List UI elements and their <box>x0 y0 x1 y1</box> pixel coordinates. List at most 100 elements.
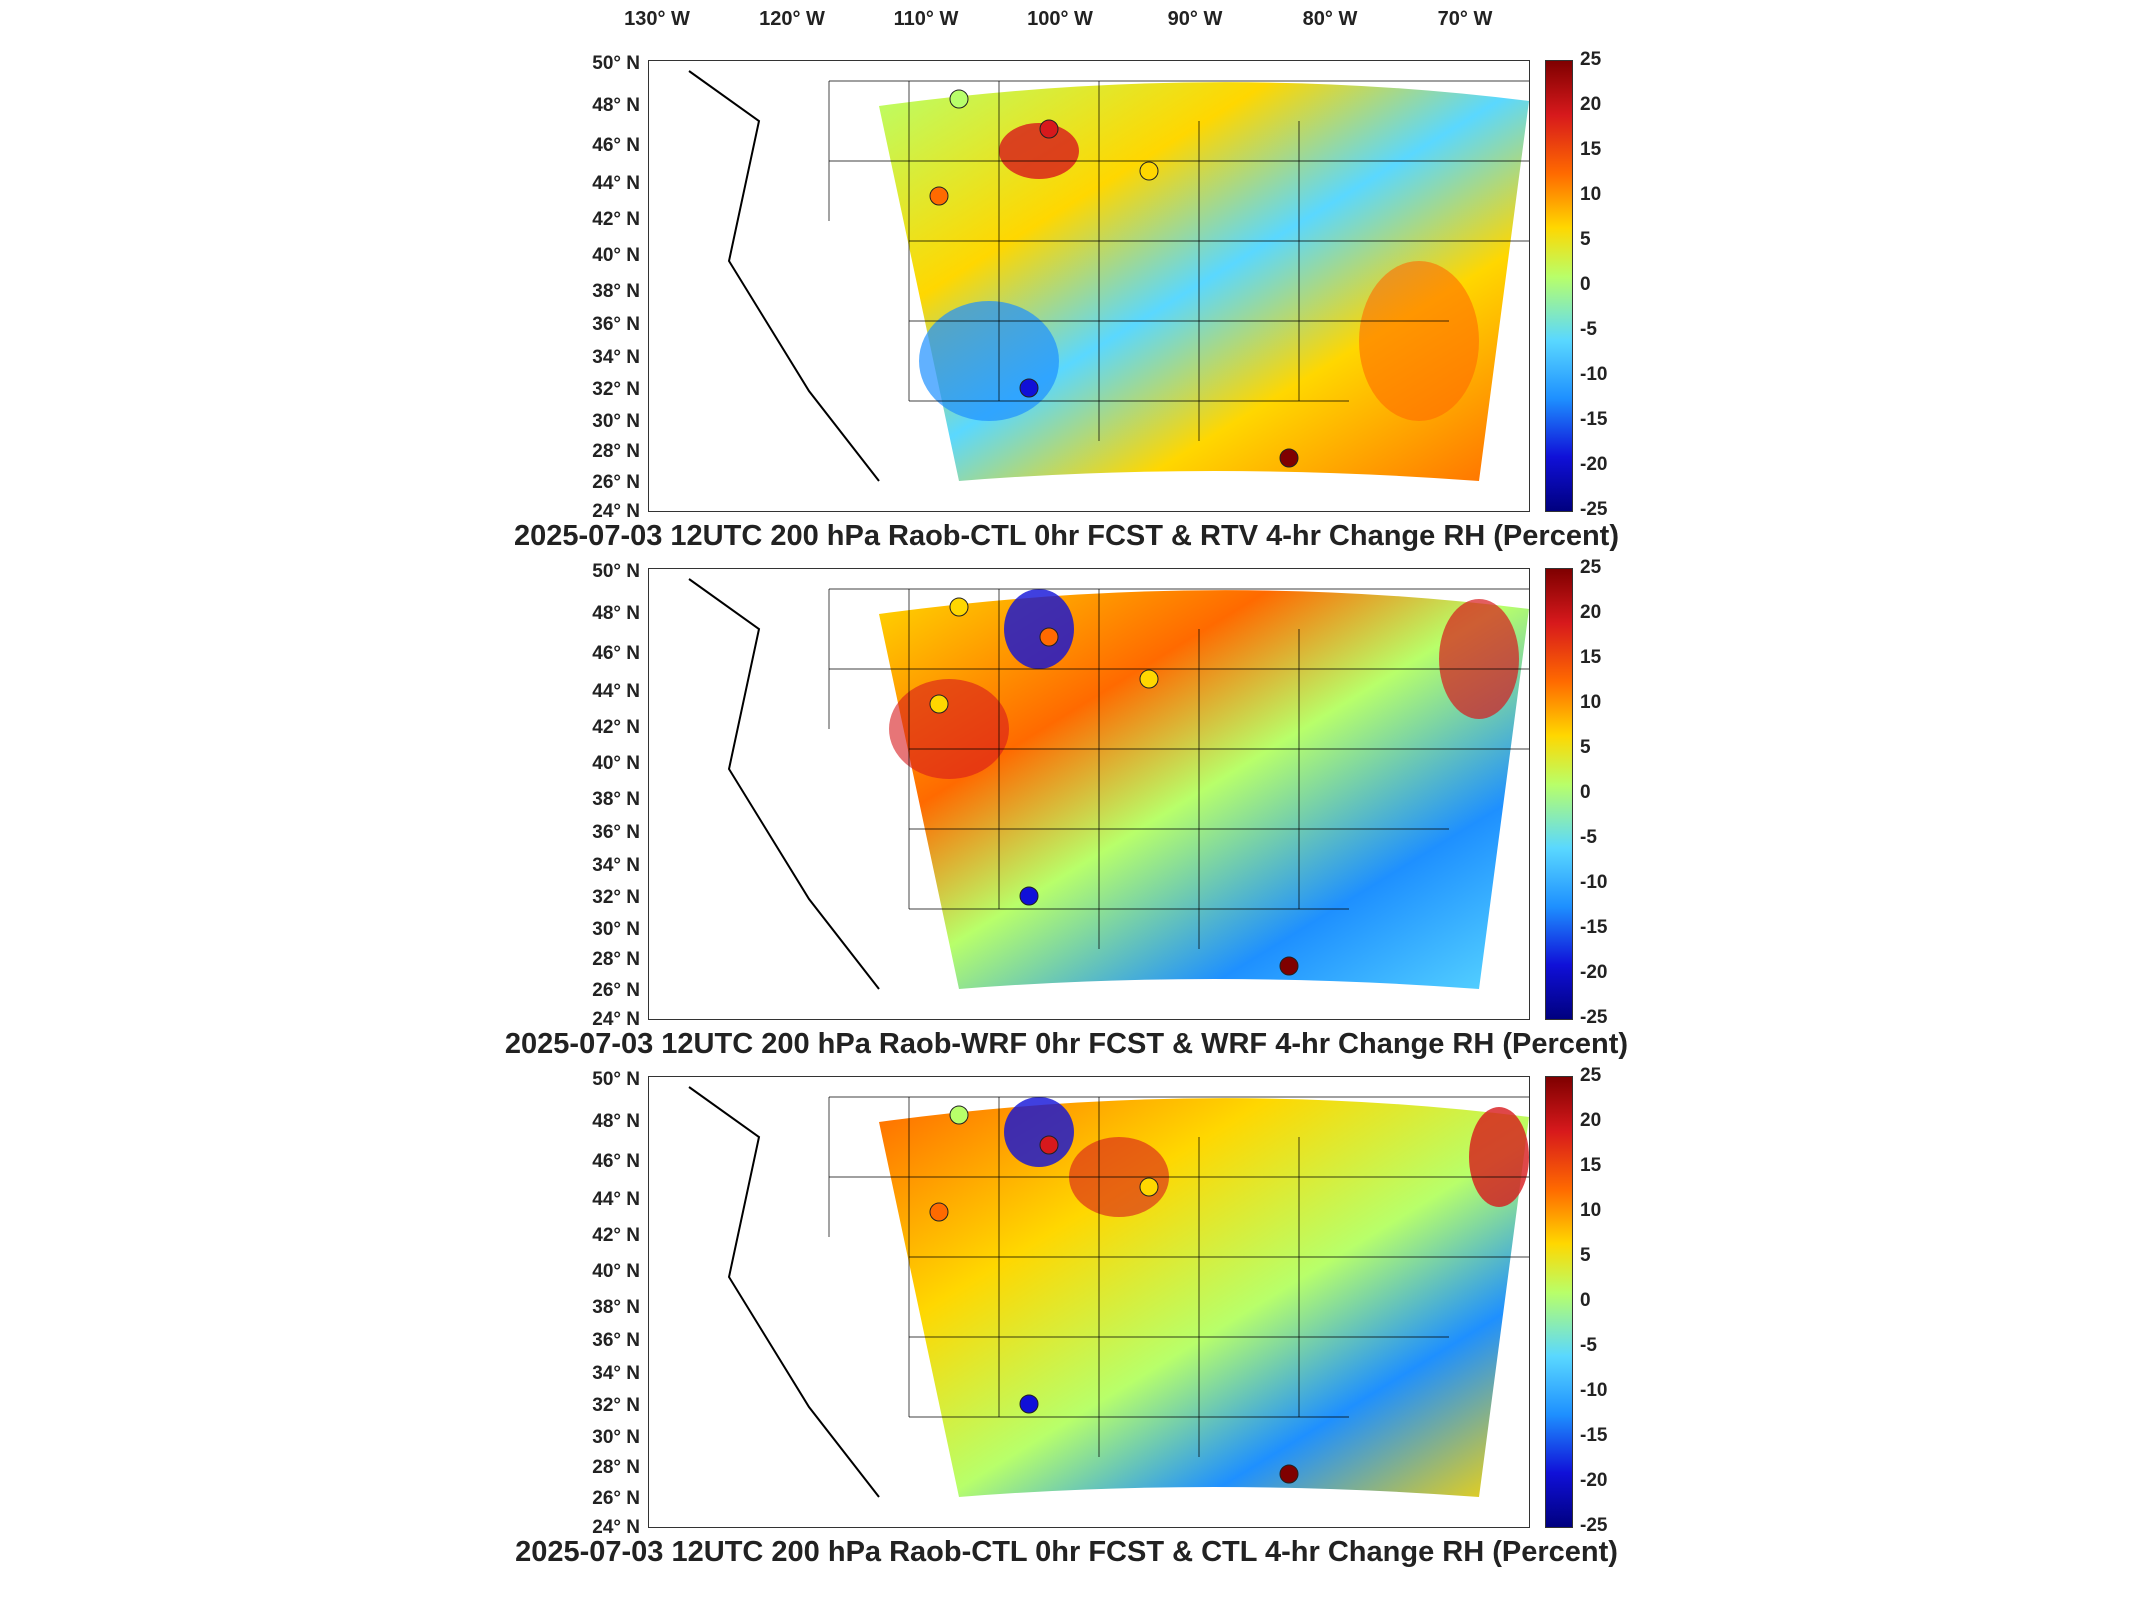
lat-label: 38° N <box>592 1297 640 1318</box>
lat-label: 48° N <box>592 95 640 116</box>
raob-station <box>929 186 949 206</box>
colorbar-tick-label: 20 <box>1580 602 1602 623</box>
raob-station <box>949 89 969 109</box>
map-panel-1: 50° N 48° N 46° N 44° N 42° N 40° N 38° … <box>0 49 2133 563</box>
lat-label: 50° N <box>592 561 640 582</box>
lat-label: 46° N <box>592 135 640 156</box>
colorbar-tick-label: -10 <box>1580 872 1608 893</box>
colorbar-tick-label: 15 <box>1580 1155 1602 1176</box>
state-borders <box>828 1097 1300 1457</box>
lat-label: 50° N <box>592 53 640 74</box>
colorbar-tick-label: 0 <box>1580 782 1591 803</box>
colorbar-tick-label: -10 <box>1580 1380 1608 1401</box>
colorbar-tick-label: -10 <box>1580 364 1608 385</box>
colorbar <box>1545 568 1573 1020</box>
lat-label: 36° N <box>592 1330 640 1351</box>
map-panel-2: 50° N 48° N 46° N 44° N 42° N 40° N 38° … <box>0 557 2133 1071</box>
colorbar-tick-label: 15 <box>1580 139 1602 160</box>
raob-station <box>1279 956 1299 976</box>
rh-field <box>879 590 1529 989</box>
lat-label: 34° N <box>592 855 640 876</box>
lat-label: 46° N <box>592 1151 640 1172</box>
coastline <box>688 578 880 990</box>
lat-label: 24° N <box>592 1009 640 1030</box>
colorbar-tick-label: -20 <box>1580 454 1608 475</box>
lat-label: 36° N <box>592 822 640 843</box>
lat-label: 28° N <box>592 949 640 970</box>
longitude-axis: 130° W 120° W 110° W 100° W 90° W 80° W … <box>0 0 2133 40</box>
colorbar-tick-label: 5 <box>1580 1245 1591 1266</box>
rh-anomaly <box>889 679 1009 779</box>
raob-station <box>949 1105 969 1125</box>
raob-station <box>1139 161 1159 181</box>
colorbar-tick-label: 0 <box>1580 1290 1591 1311</box>
lat-label: 40° N <box>592 1261 640 1282</box>
raob-station <box>1019 886 1039 906</box>
lat-label: 44° N <box>592 1189 640 1210</box>
lat-label: 48° N <box>592 603 640 624</box>
raob-station <box>1279 1464 1299 1484</box>
map-frame <box>648 1076 1530 1528</box>
coastline <box>688 1086 880 1498</box>
lat-label: 38° N <box>592 281 640 302</box>
colorbar-tick-label: 10 <box>1580 184 1602 205</box>
rh-anomaly <box>1439 599 1519 719</box>
colorbar-tick-label: 25 <box>1580 557 1602 578</box>
raob-station <box>1279 448 1299 468</box>
colorbar-tick-label: 10 <box>1580 692 1602 713</box>
lon-label: 100° W <box>1027 8 1093 30</box>
lat-label: 28° N <box>592 441 640 462</box>
raob-station <box>1139 669 1159 689</box>
coastline <box>688 70 880 482</box>
lat-label: 44° N <box>592 681 640 702</box>
panel-title: 2025-07-03 12UTC 200 hPa Raob-CTL 0hr FC… <box>514 520 1619 552</box>
lat-label: 42° N <box>592 209 640 230</box>
colorbar-tick-label: -25 <box>1580 1515 1608 1536</box>
colorbar-tick-label: 20 <box>1580 94 1602 115</box>
colorbar-tick-label: -25 <box>1580 499 1608 520</box>
raob-station <box>929 694 949 714</box>
raob-station <box>1039 627 1059 647</box>
raob-station <box>1139 1177 1159 1197</box>
colorbar <box>1545 60 1573 512</box>
lat-label: 34° N <box>592 1363 640 1384</box>
lat-label: 26° N <box>592 1488 640 1509</box>
lat-label: 30° N <box>592 919 640 940</box>
lon-label: 80° W <box>1302 8 1358 30</box>
rh-anomaly <box>1469 1107 1529 1207</box>
lat-label: 32° N <box>592 379 640 400</box>
map-panel-3: 50° N 48° N 46° N 44° N 42° N 40° N 38° … <box>0 1065 2133 1579</box>
lat-label: 40° N <box>592 245 640 266</box>
lat-label: 44° N <box>592 173 640 194</box>
lon-label: 120° W <box>759 8 825 30</box>
map-frame <box>648 568 1530 1020</box>
rh-anomaly <box>919 301 1059 421</box>
rh-map <box>688 578 1529 990</box>
colorbar-tick-label: -25 <box>1580 1007 1608 1028</box>
raob-station <box>1039 119 1059 139</box>
lon-label: 70° W <box>1437 8 1493 30</box>
lat-label: 32° N <box>592 887 640 908</box>
colorbar-tick-label: 5 <box>1580 737 1591 758</box>
state-borders <box>828 589 1300 949</box>
state-borders <box>828 81 1300 441</box>
colorbar-tick-label: 0 <box>1580 274 1591 295</box>
colorbar-tick-label: -15 <box>1580 409 1608 430</box>
lat-label: 24° N <box>592 501 640 522</box>
colorbar-tick-label: -15 <box>1580 1425 1608 1446</box>
lat-label: 34° N <box>592 347 640 368</box>
raob-station <box>1019 1394 1039 1414</box>
colorbar-tick-label: -5 <box>1580 827 1597 848</box>
rh-anomaly <box>999 123 1079 179</box>
lat-label: 28° N <box>592 1457 640 1478</box>
colorbar-tick-label: 15 <box>1580 647 1602 668</box>
lat-label: 36° N <box>592 314 640 335</box>
lat-label: 30° N <box>592 1427 640 1448</box>
lat-label: 42° N <box>592 717 640 738</box>
lat-label: 50° N <box>592 1069 640 1090</box>
colorbar-tick-label: 5 <box>1580 229 1591 250</box>
map-frame <box>648 60 1530 512</box>
colorbar-tick-label: -20 <box>1580 1470 1608 1491</box>
colorbar-tick-label: -20 <box>1580 962 1608 983</box>
colorbar-tick-label: 25 <box>1580 49 1602 70</box>
